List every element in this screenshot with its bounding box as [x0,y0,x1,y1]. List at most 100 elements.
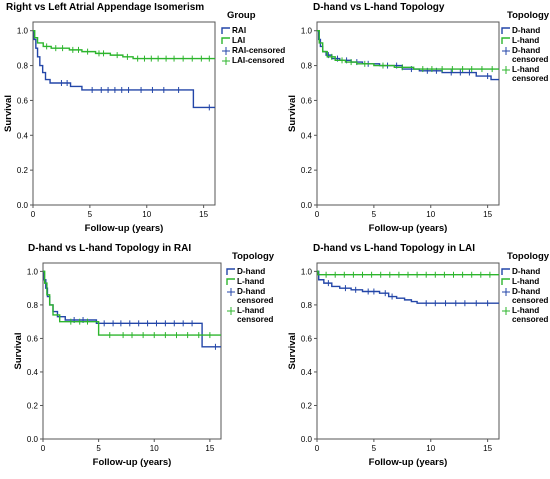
legend-label-line: L-hand [512,306,539,315]
y-tick-label: 0.0 [17,201,29,210]
series-line-lai [33,30,215,60]
y-tick-label: 0.2 [301,401,313,410]
legend-label-line: censored [512,296,548,305]
y-tick-label: 0.8 [27,301,39,310]
x-tick-label: 10 [150,444,159,453]
chart-title: D-hand vs L-hand Topology [313,2,445,13]
legend-entry: RAI [221,26,246,35]
chart-panel-3: D-hand vs L-hand Topology in RAI 0.0 0.2 0.… [13,243,275,468]
x-tick-label: 5 [372,444,377,453]
legend-entry: D-hand [501,267,540,276]
x-axis-title: Follow-up (years) [85,223,164,234]
legend-label: D-hand censored [512,46,548,64]
chart-title: Right vs Left Atrial Appendage Isomerism [6,2,204,13]
legend-entry: D-hand [226,267,265,276]
y-tick-label: 0.4 [301,368,313,377]
x-tick-label: 15 [483,210,492,219]
y-tick-label: 0.2 [17,166,29,175]
legend-label-line: censored [512,55,548,64]
legend-entry: LAI [221,36,245,45]
y-tick-label: 0.8 [301,62,313,71]
series-line-d-hand [317,270,499,304]
x-axis-title: Follow-up (years) [369,223,448,234]
x-axis-title: Follow-up (years) [93,457,172,468]
y-tick-label: 0.6 [27,334,39,343]
y-tick-label: 0.0 [301,201,313,210]
y-tick-label: 0.2 [27,401,39,410]
y-tick-label: 1.0 [17,27,29,36]
y-tick-label: 1.0 [301,27,313,36]
legend-swatch-line [226,278,235,285]
legend-label: LAI [232,36,245,45]
y-axis-title: Survival [3,95,14,132]
legend-label: L-hand censored [237,306,273,324]
x-tick-label: 10 [426,444,435,453]
legend-label: D-hand [512,26,540,35]
plot-frame [32,21,216,206]
legend-entry: LAI-censored [222,56,284,65]
legend-label-line: censored [237,315,273,324]
legend-label-line: censored [512,74,548,83]
legend-label: RAI-censored [232,46,285,55]
x-tick-label: 10 [426,210,435,219]
legend-label-line: D-hand [512,287,540,296]
chart-title: D-hand vs L-hand Topology in LAI [313,243,475,254]
y-tick-label: 0.6 [301,334,313,343]
legend-swatch-line [501,268,510,275]
y-tick-label: 1.0 [27,267,39,276]
plot-frame [316,262,500,440]
y-tick-label: 0.6 [301,96,313,105]
legend-label: LAI-censored [232,56,284,65]
x-tick-label: 5 [96,444,101,453]
y-axis-title: Survival [287,333,298,370]
series-line-d-hand [317,30,499,81]
legend-swatch-line [501,278,510,285]
y-tick-label: 0.2 [301,166,313,175]
y-tick-label: 1.0 [301,267,313,276]
legend-entry: D-hand [501,26,540,35]
legend-label-line: L-hand [237,306,264,315]
series-line-l-hand [317,270,499,276]
legend-label: L-hand censored [512,65,548,83]
legend-label: D-hand censored [237,287,273,305]
legend-label: L-hand [512,277,539,286]
x-tick-label: 0 [315,444,320,453]
legend-label: D-hand censored [512,287,548,305]
legend-label: L-hand [512,36,539,45]
x-tick-label: 15 [199,210,208,219]
legend-swatch-line [226,268,235,275]
y-tick-label: 0.0 [301,435,313,444]
y-tick-label: 0.8 [17,62,29,71]
legend-label-line: L-hand [512,65,539,74]
x-axis-title: Follow-up (years) [369,457,448,468]
legend-label: D-hand [237,267,265,276]
legend-swatch-line [501,27,510,34]
x-tick-label: 5 [88,210,93,219]
x-tick-label: 0 [41,444,46,453]
legend-label-line: censored [512,315,548,324]
y-tick-label: 0.8 [301,301,313,310]
chart-title: D-hand vs L-hand Topology in RAI [28,243,191,254]
legend-label-line: censored [237,296,273,305]
x-tick-label: 5 [372,210,377,219]
legend-entry: L-hand [501,36,539,45]
legend-title: Topology [507,251,550,262]
y-tick-label: 0.4 [301,131,313,140]
y-axis-title: Survival [13,333,24,370]
legend-title: Topology [232,251,275,262]
plot-frame [42,262,222,440]
series-line-l-hand [43,270,221,336]
legend-label-line: D-hand [512,46,540,55]
legend-entry: L-hand [226,277,264,286]
legend-label: D-hand [512,267,540,276]
legend-entry: RAI-censored [222,46,285,55]
x-tick-label: 15 [483,444,492,453]
legend-swatch-line [221,37,230,44]
legend-entry: L-hand censored [502,306,548,324]
legend-entry: D-hand censored [502,46,548,64]
legend-title: Group [227,10,256,21]
